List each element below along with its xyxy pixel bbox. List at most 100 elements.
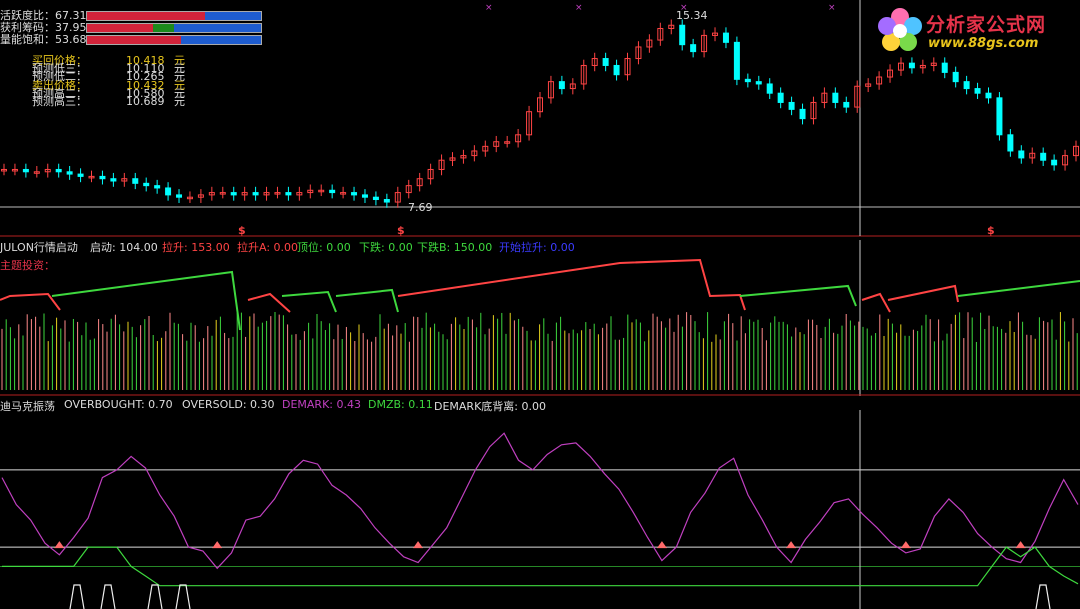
candle-body <box>143 182 150 187</box>
julon-line <box>739 284 857 307</box>
candle-body <box>624 58 631 76</box>
indicator-label: 活跃度比： <box>0 9 55 22</box>
candle-body <box>394 192 401 203</box>
candle-body <box>679 24 686 46</box>
series-line-dmzb <box>2 546 1079 587</box>
panel2-item: 启动: 104.00 <box>90 241 158 254</box>
julon-line <box>397 258 746 311</box>
panel3-item: OVERSOLD: 0.30 <box>182 398 275 411</box>
candle-body <box>285 192 292 196</box>
candle-body <box>722 32 729 43</box>
candle-body <box>547 81 554 99</box>
candle-body <box>1062 155 1069 166</box>
candle-body <box>854 85 861 108</box>
buy-arrow <box>786 541 797 549</box>
candle-body <box>744 78 751 83</box>
candle-body <box>361 194 368 198</box>
julon-line <box>51 270 241 331</box>
julon-line <box>281 290 337 313</box>
prediction-row: 预测高三： 10.689 元 <box>32 96 185 107</box>
bottom-trace <box>100 584 116 609</box>
julon-line <box>957 280 1080 297</box>
panel3-item: DEMARK底背离: 0.00 <box>434 400 546 413</box>
candle-body <box>263 192 270 196</box>
candle-body <box>307 189 314 194</box>
candle-body <box>504 141 511 144</box>
candle-body <box>591 58 598 66</box>
candle-body <box>712 32 719 36</box>
candle-body <box>810 101 817 120</box>
candle-body <box>832 92 839 103</box>
julon-line <box>0 292 61 311</box>
bottom-trace <box>1035 584 1051 609</box>
candle-body <box>569 83 576 90</box>
candle-body <box>526 111 533 136</box>
candle-body <box>996 97 1003 136</box>
candle-body <box>416 178 423 187</box>
candle-body <box>668 24 675 29</box>
candle-body <box>515 134 522 143</box>
panel2-item: 下跌: 0.00 <box>359 241 413 254</box>
candle-body <box>296 192 303 196</box>
prediction-unit: 元 <box>174 70 185 84</box>
panel2-item: JULON行情启动 <box>0 241 78 254</box>
panel2-item: 拉升: 153.00 <box>162 241 230 254</box>
logo-url: www.88gs.com <box>928 36 1039 51</box>
julon-chart <box>0 240 1080 396</box>
candle-body <box>1040 152 1047 161</box>
candle-body <box>1073 145 1079 157</box>
candle-body <box>602 58 609 66</box>
x-marker: × <box>575 3 583 13</box>
prediction-value: 10.580 <box>126 86 165 100</box>
candle-body <box>241 192 248 196</box>
indicator-label: 量能饱和： <box>0 33 55 46</box>
prediction-label: 预测低二： <box>32 70 87 84</box>
candle-body <box>635 46 642 60</box>
logo-name: 分析家公式网 <box>926 14 1047 36</box>
candle-body <box>558 81 565 90</box>
panel3-item: 迪马克振荡 <box>0 400 55 413</box>
price-chart: × × × × <box>0 0 1080 237</box>
bottom-trace <box>175 584 191 609</box>
candle-body <box>33 171 40 174</box>
candle-body <box>493 141 500 147</box>
prediction-unit: 元 <box>174 54 185 67</box>
candle-body <box>919 64 926 69</box>
x-marker: × <box>680 3 688 13</box>
panel3-item: OVERBOUGHT: 0.70 <box>64 398 173 411</box>
indicator-bar-red <box>87 36 181 44</box>
candle-body <box>351 192 358 196</box>
price-low-label: 7.69 <box>408 201 433 214</box>
prediction-value: 10.432 <box>126 78 165 92</box>
candle-body <box>963 81 970 90</box>
panel3-item: DMZB: 0.11 <box>368 398 433 411</box>
candle-body <box>690 44 697 53</box>
julon-line <box>887 284 959 303</box>
prediction-unit: 元 <box>174 62 185 76</box>
candle-body <box>930 62 937 66</box>
candle-body <box>252 192 259 196</box>
candle-body <box>482 145 489 152</box>
prediction-value: 10.265 <box>126 70 165 84</box>
dollar-mark-3: $ <box>987 224 995 237</box>
candle-body <box>897 62 904 71</box>
candle-body <box>110 178 117 182</box>
candle-body <box>460 155 467 159</box>
candle-body <box>438 159 445 170</box>
candle-body <box>197 194 204 198</box>
candle-body <box>537 97 543 113</box>
prediction-label: 预测低三： <box>32 62 87 76</box>
candle-body <box>733 41 740 80</box>
candle-body <box>219 192 226 195</box>
candle-body <box>449 157 456 161</box>
panel2-item: 开始拉升: 0.00 <box>499 241 575 254</box>
indicator-bar <box>86 35 262 45</box>
buy-arrow <box>1015 541 1026 549</box>
buy-arrow <box>900 541 911 549</box>
candle-body <box>274 192 281 195</box>
prediction-value: 10.110 <box>126 62 165 76</box>
prediction-label: 卖出价格： <box>32 78 87 92</box>
candle-body <box>887 69 894 78</box>
candle-body <box>613 64 620 76</box>
